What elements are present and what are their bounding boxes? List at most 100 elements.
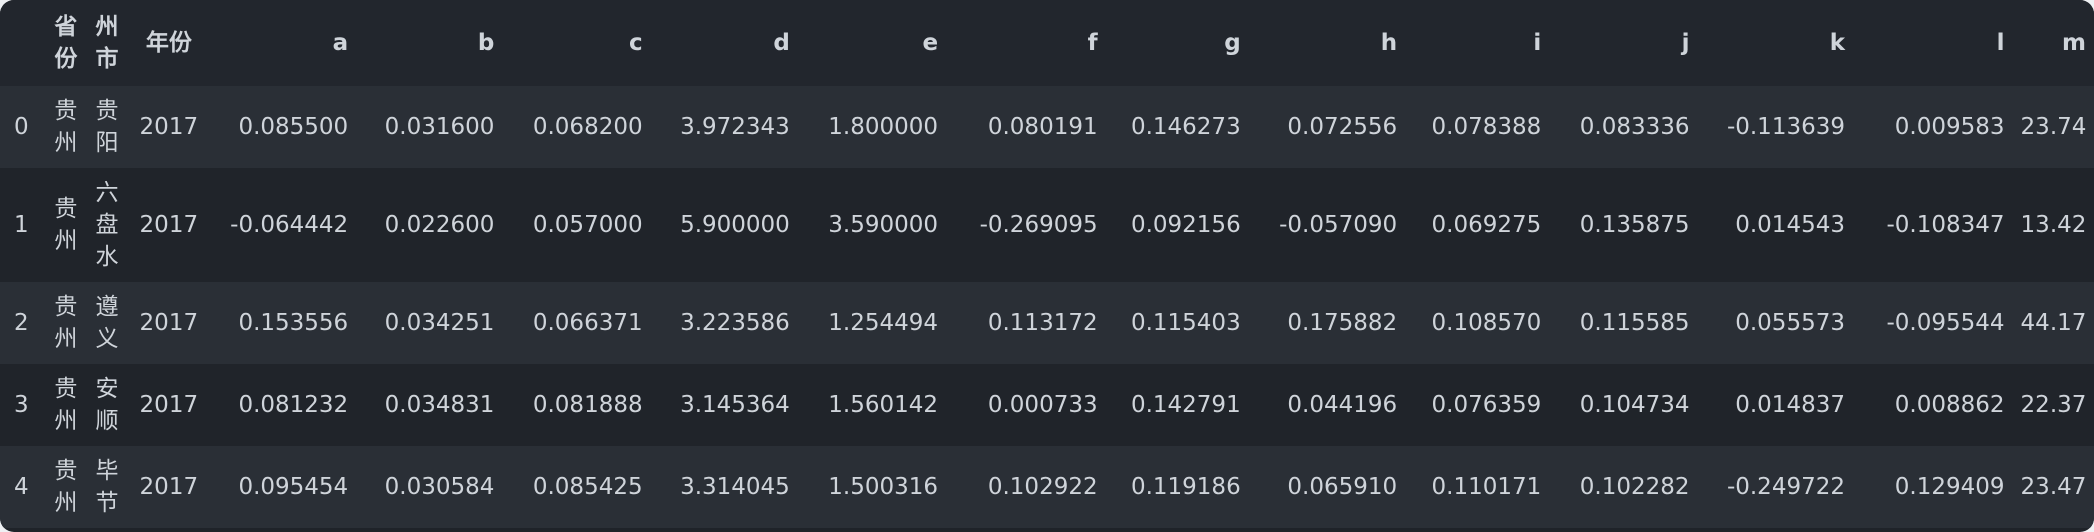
column-header-g: g	[1224, 30, 1241, 56]
row-index: 3	[14, 392, 29, 418]
cell-f: -0.269095	[979, 212, 1098, 238]
column-header-d: d	[773, 30, 790, 56]
cell-char: 义	[95, 326, 119, 352]
cell-j: 0.115585	[1579, 310, 1690, 336]
cell-k: 0.055573	[1735, 310, 1845, 336]
column-header-l: l	[1996, 30, 2005, 56]
year-cell: 2017	[139, 310, 199, 336]
cell-m: 13.42	[2020, 212, 2087, 238]
city-cell: 贵 阳	[86, 86, 127, 168]
column-header-city: 州 市	[86, 0, 127, 86]
column-header-k: k	[1829, 30, 1845, 56]
column-header-province: 省 份	[45, 0, 86, 86]
cell-char: 州	[54, 326, 78, 352]
table-row: 0 贵 州 贵 阳 2017 0.085500 0.031600 0.06820…	[0, 86, 2094, 168]
cell-char: 贵	[54, 98, 78, 124]
cell-g: 0.115403	[1130, 310, 1241, 336]
column-header-c: c	[628, 30, 643, 56]
cell-g: 0.146273	[1130, 114, 1241, 140]
table-row: 2 贵 州 遵 义 2017 0.153556 0.034251 0.06637…	[0, 282, 2094, 364]
cell-i: 0.078388	[1431, 114, 1542, 140]
cell-h: 0.065910	[1287, 474, 1398, 500]
cell-d: 3.314045	[680, 474, 790, 500]
cell-b: 0.030584	[384, 474, 495, 500]
column-header-year: 年份	[145, 30, 192, 56]
cell-m: 44.17	[2020, 310, 2087, 336]
cell-g: 0.092156	[1130, 212, 1241, 238]
cell-c: 0.066371	[532, 310, 643, 336]
cell-char: 贵	[54, 196, 78, 222]
table-row: 4 贵 州 毕 节 2017 0.095454 0.030584 0.08542…	[0, 446, 2094, 528]
cell-char: 州	[54, 130, 78, 156]
cell-char: 贵	[95, 98, 119, 124]
year-cell: 2017	[139, 392, 199, 418]
column-header-a: a	[332, 30, 349, 56]
cell-c: 0.068200	[532, 114, 643, 140]
table-row: 1 贵 州 六 盘 水 2017 -0.064442 0.022600 0.05…	[0, 168, 2094, 282]
row-index: 2	[14, 310, 29, 336]
row-index: 1	[14, 212, 29, 238]
cell-c: 0.085425	[532, 474, 643, 500]
cell-l: -0.095544	[1886, 310, 2005, 336]
cell-a: 0.095454	[238, 474, 349, 500]
cell-l: 0.008862	[1894, 392, 2005, 418]
cell-a: 0.085500	[238, 114, 349, 140]
cell-c: 0.081888	[532, 392, 643, 418]
cell-char: 水	[95, 244, 119, 270]
cell-d: 5.900000	[680, 212, 790, 238]
cell-char: 贵	[54, 458, 78, 484]
header-char: 州	[95, 14, 119, 40]
cell-char: 遵	[95, 294, 119, 320]
cell-h: 0.044196	[1287, 392, 1398, 418]
cell-d: 3.145364	[680, 392, 790, 418]
province-cell: 贵 州	[45, 86, 86, 168]
cell-h: 0.175882	[1287, 310, 1398, 336]
year-cell: 2017	[139, 114, 199, 140]
header-char: 市	[95, 46, 119, 72]
index-header	[0, 0, 45, 86]
cell-l: 0.129409	[1894, 474, 2005, 500]
cell-char: 州	[54, 490, 78, 516]
province-cell: 贵 州	[45, 282, 86, 364]
header-char: 份	[54, 46, 78, 72]
cell-i: 0.108570	[1431, 310, 1542, 336]
province-cell: 贵 州	[45, 168, 86, 282]
cell-e: 3.590000	[828, 212, 939, 238]
cell-char: 盘	[95, 212, 119, 238]
cell-m: 23.47	[2020, 474, 2087, 500]
cell-d: 3.972343	[680, 114, 790, 140]
cell-h: -0.057090	[1279, 212, 1398, 238]
cell-f: 0.113172	[987, 310, 1098, 336]
city-cell: 安 顺	[86, 364, 127, 446]
cell-char: 毕	[95, 458, 119, 484]
cell-e: 1.800000	[828, 114, 939, 140]
column-header-h: h	[1380, 30, 1398, 56]
province-cell: 贵 州	[45, 364, 86, 446]
cell-k: 0.014543	[1735, 212, 1845, 238]
cell-f: 0.080191	[987, 114, 1098, 140]
cell-e: 1.560142	[828, 392, 939, 418]
cell-b: 0.034251	[384, 310, 495, 336]
cell-j: 0.083336	[1579, 114, 1690, 140]
cell-m: 23.74	[2020, 114, 2087, 140]
row-index: 0	[14, 114, 29, 140]
cell-char: 贵	[54, 294, 78, 320]
cell-e: 1.500316	[828, 474, 939, 500]
cell-d: 3.223586	[680, 310, 790, 336]
cell-char: 安	[95, 376, 119, 402]
cell-f: 0.000733	[987, 392, 1098, 418]
cell-a: -0.064442	[230, 212, 349, 238]
cell-char: 州	[54, 408, 78, 434]
cell-char: 六	[95, 180, 119, 206]
city-cell: 六 盘 水	[86, 168, 127, 282]
column-header-j: j	[1681, 30, 1690, 56]
cell-char: 州	[54, 228, 78, 254]
header-row: 省 份 州 市 年份 a b c d e f g h i j k l	[0, 0, 2094, 86]
cell-i: 0.076359	[1431, 392, 1542, 418]
cell-j: 0.104734	[1579, 392, 1690, 418]
cell-l: -0.108347	[1886, 212, 2005, 238]
year-cell: 2017	[139, 212, 199, 238]
city-cell: 遵 义	[86, 282, 127, 364]
